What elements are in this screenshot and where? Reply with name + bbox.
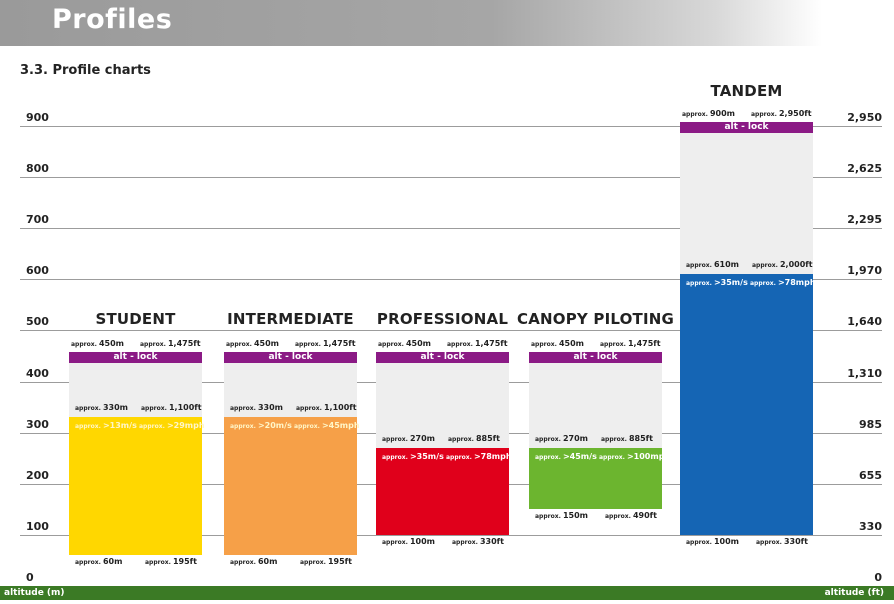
profile-title: TANDEM [710, 82, 783, 100]
gridline [20, 330, 882, 331]
alt-lock-ft-label: approx. 1,475ft [295, 339, 356, 348]
y-tick-label-ft: 985 [859, 418, 882, 431]
y-tick-label-ft: 1,640 [847, 315, 882, 328]
y-tick-label-ft: 1,970 [847, 264, 882, 277]
alt-lock-m-label: approx. 900m [682, 109, 736, 118]
y-tick-label-m: 100 [26, 520, 49, 533]
speed-ms-label: approx. >20m/s [230, 421, 292, 431]
y-tick-label-ft: 2,625 [847, 162, 882, 175]
y-tick-label-ft: 1,310 [847, 367, 882, 380]
alt-lock-ft-label: approx. 1,475ft [140, 339, 201, 348]
profile-title: PROFESSIONAL [376, 310, 509, 328]
section-title: 3.3. Profile charts [20, 63, 151, 78]
bottom-ft-label: approx. 330ft [756, 536, 808, 546]
bottom-m-label: approx. 150m [535, 511, 589, 521]
speed-mph-label: approx. >29mph [139, 421, 205, 431]
profile-title: CANOPY PILOTING [516, 310, 675, 328]
deploy-m-label: approx. 330m [230, 403, 284, 413]
deploy-m-label: approx. 270m [382, 434, 436, 443]
y-tick-label-m: 800 [26, 162, 49, 175]
alt-lock-bar: alt - lock [376, 352, 509, 363]
gridline [20, 177, 882, 178]
profile-title: STUDENT [95, 310, 176, 328]
deploy-m-label: approx. 610m [686, 260, 740, 270]
profile-bar [69, 417, 202, 556]
altitude-axis-bar [0, 586, 894, 600]
speed-ms-label: approx. >13m/s [75, 421, 137, 431]
y-tick-label-ft: 330 [859, 520, 882, 533]
deploy-ft-label: approx. 1,100ft [296, 403, 357, 413]
alt-lock-bar: alt - lock [529, 352, 662, 363]
header-bar: Profiles [0, 0, 894, 46]
y-tick-label-ft: 0 [874, 571, 882, 584]
alt-range-band [529, 360, 662, 448]
profile-bar [529, 448, 662, 510]
gridline [20, 228, 882, 229]
bottom-ft-label: approx. 330ft [452, 536, 504, 546]
bottom-ft-label: approx. 195ft [300, 557, 352, 567]
y-tick-label-m: 500 [26, 315, 49, 328]
y-tick-label-m: 700 [26, 213, 49, 226]
alt-lock-ft-label: approx. 1,475ft [447, 339, 508, 348]
profile-bar [680, 274, 813, 535]
alt-lock-ft-label: approx. 1,475ft [600, 339, 661, 348]
gridline [20, 126, 882, 127]
bottom-m-label: approx. 60m [230, 557, 278, 567]
profile-title: INTERMEDIATE [227, 310, 354, 328]
deploy-ft-label: approx. 885ft [601, 434, 653, 443]
y-tick-label-m: 400 [26, 367, 49, 380]
alt-lock-bar: alt - lock [69, 352, 202, 363]
speed-mph-label: approx. >45mph [294, 421, 360, 431]
alt-lock-m-label: approx. 450m [531, 339, 585, 348]
y-tick-label-m: 0 [26, 571, 34, 584]
speed-mph-label: approx. >78mph [446, 452, 512, 461]
page-title: Profiles [52, 4, 173, 35]
alt-lock-ft-label: approx. 2,950ft [751, 109, 812, 118]
alt-lock-m-label: approx. 450m [71, 339, 125, 348]
altitude-ft-label: altitude (ft) [824, 588, 884, 598]
bottom-ft-label: approx. 490ft [605, 511, 657, 521]
speed-ms-label: approx. >35m/s [686, 278, 748, 288]
y-tick-label-m: 900 [26, 111, 49, 124]
y-tick-label-ft: 655 [859, 469, 882, 482]
y-tick-label-ft: 2,950 [847, 111, 882, 124]
alt-range-band [224, 360, 357, 418]
deploy-ft-label: approx. 2,000ft [752, 260, 813, 270]
y-tick-label-m: 200 [26, 469, 49, 482]
altitude-m-label: altitude (m) [4, 588, 65, 598]
deploy-ft-label: approx. 1,100ft [141, 403, 202, 413]
alt-range-band [69, 360, 202, 418]
deploy-m-label: approx. 270m [535, 434, 589, 443]
y-tick-label-ft: 2,295 [847, 213, 882, 226]
speed-mph-label: approx. >78mph [750, 278, 816, 288]
bottom-m-label: approx. 60m [75, 557, 123, 567]
bottom-ft-label: approx. 195ft [145, 557, 197, 567]
profile-bar [224, 417, 357, 556]
alt-range-band [376, 360, 509, 448]
alt-lock-m-label: approx. 450m [226, 339, 280, 348]
alt-lock-bar: alt - lock [224, 352, 357, 363]
speed-ms-label: approx. >45m/s [535, 452, 597, 461]
gridline [20, 279, 882, 280]
y-tick-label-m: 300 [26, 418, 49, 431]
speed-ms-label: approx. >35m/s [382, 452, 444, 461]
speed-mph-label: approx. >100mph [599, 452, 671, 461]
profile-bar [376, 448, 509, 535]
deploy-ft-label: approx. 885ft [448, 434, 500, 443]
gridline [20, 535, 882, 536]
bottom-m-label: approx. 100m [686, 536, 740, 546]
alt-lock-m-label: approx. 450m [378, 339, 432, 348]
y-tick-label-m: 600 [26, 264, 49, 277]
deploy-m-label: approx. 330m [75, 403, 129, 413]
bottom-m-label: approx. 100m [382, 536, 436, 546]
alt-range-band [680, 130, 813, 275]
alt-lock-bar: alt - lock [680, 122, 813, 133]
